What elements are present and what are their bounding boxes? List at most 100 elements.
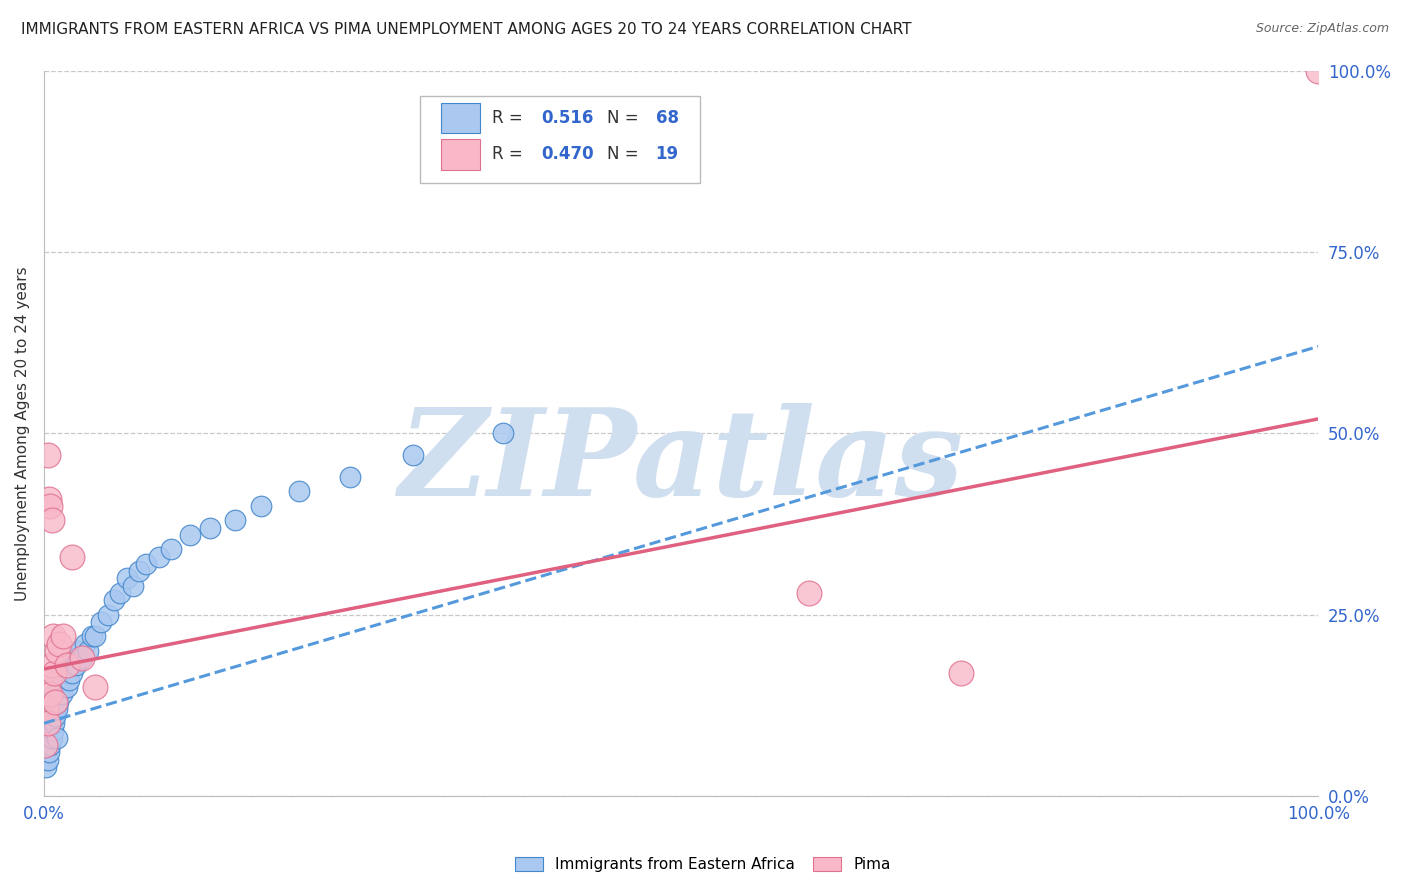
Point [83, 680, 105, 694]
Point [38, 745, 60, 759]
Point [77, 644, 100, 658]
Point [39, 499, 62, 513]
Point [42, 723, 65, 738]
Point [492, 426, 515, 441]
Point [39, 673, 62, 687]
Point [45, 702, 67, 716]
Point [82, 629, 104, 643]
Point [37, 731, 59, 745]
Point [135, 557, 157, 571]
Point [198, 521, 221, 535]
Point [37, 448, 59, 462]
Text: 19: 19 [655, 145, 679, 163]
Point [34, 738, 56, 752]
Point [38, 491, 60, 506]
Point [38, 723, 60, 738]
Point [70, 651, 93, 665]
Text: N =: N = [607, 145, 644, 163]
Point [34, 716, 56, 731]
Text: N =: N = [607, 109, 644, 128]
Point [37, 709, 59, 723]
Point [38, 702, 60, 716]
Point [45, 731, 67, 745]
Point [42, 665, 65, 680]
Point [60, 549, 83, 564]
Point [128, 564, 150, 578]
Text: R =: R = [492, 145, 529, 163]
Text: 68: 68 [655, 109, 679, 128]
FancyBboxPatch shape [420, 96, 700, 184]
Point [83, 629, 105, 643]
Point [41, 513, 63, 527]
Point [53, 665, 76, 680]
Point [42, 716, 65, 731]
Point [35, 760, 58, 774]
Point [103, 593, 125, 607]
Point [797, 586, 820, 600]
Point [60, 665, 83, 680]
Point [48, 687, 70, 701]
Point [90, 615, 112, 629]
Point [42, 687, 65, 701]
Point [39, 738, 62, 752]
Point [42, 694, 65, 708]
Point [45, 644, 67, 658]
Point [58, 673, 80, 687]
Point [35, 723, 58, 738]
Point [249, 499, 271, 513]
Point [122, 578, 145, 592]
Point [34, 752, 56, 766]
Point [44, 709, 66, 723]
Point [38, 673, 60, 687]
Point [56, 680, 79, 694]
Point [55, 658, 77, 673]
Point [41, 658, 63, 673]
Point [339, 470, 361, 484]
Point [51, 687, 73, 701]
Point [45, 673, 67, 687]
Point [49, 680, 72, 694]
Point [41, 709, 63, 723]
Point [110, 586, 132, 600]
Point [56, 658, 79, 673]
Point [63, 651, 86, 665]
Point [287, 484, 309, 499]
Point [52, 629, 75, 643]
Point [35, 745, 58, 759]
Point [1308, 64, 1330, 78]
Point [37, 752, 59, 766]
Point [56, 665, 79, 680]
Point [67, 644, 90, 658]
Point [37, 680, 59, 694]
Point [65, 658, 87, 673]
Y-axis label: Unemployment Among Ages 20 to 24 years: Unemployment Among Ages 20 to 24 years [15, 266, 30, 600]
Point [52, 673, 75, 687]
Point [97, 607, 120, 622]
Text: R =: R = [492, 109, 529, 128]
Text: 0.516: 0.516 [541, 109, 593, 128]
Point [148, 549, 170, 564]
Point [42, 629, 65, 643]
Point [950, 665, 973, 680]
Point [37, 716, 59, 731]
Legend: Immigrants from Eastern Africa, Pima: Immigrants from Eastern Africa, Pima [508, 849, 898, 880]
Point [35, 687, 58, 701]
Text: 0.470: 0.470 [541, 145, 593, 163]
FancyBboxPatch shape [441, 103, 479, 134]
Point [39, 716, 62, 731]
Point [73, 636, 96, 650]
Point [160, 542, 183, 557]
Point [59, 658, 82, 673]
Point [115, 571, 138, 585]
Point [35, 702, 58, 716]
Point [224, 513, 246, 527]
Point [35, 702, 58, 716]
Text: ZIPatlas: ZIPatlas [398, 403, 963, 522]
Point [70, 651, 93, 665]
Point [34, 738, 56, 752]
Point [34, 694, 56, 708]
Point [41, 731, 63, 745]
Point [39, 694, 62, 708]
Point [48, 636, 70, 650]
Point [39, 687, 62, 701]
